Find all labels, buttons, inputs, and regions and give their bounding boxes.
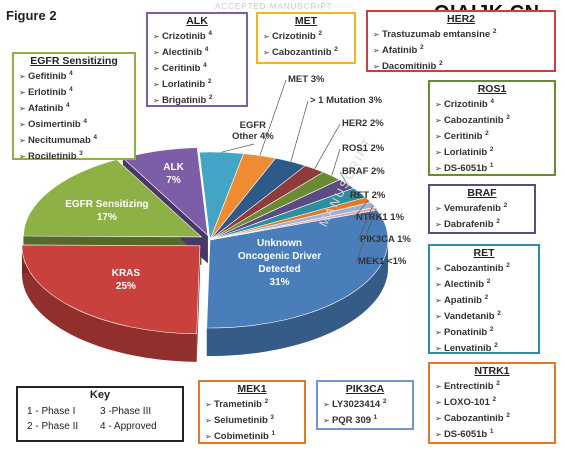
slice-label-ntrk1: NTRK1 1% bbox=[356, 212, 405, 223]
key-box: Key 1 - Phase I 3 -Phase III 2 - Phase I… bbox=[16, 386, 184, 442]
drug-item: Crizotinib 2 bbox=[263, 28, 349, 44]
pie-slice-egfr-sensitizing bbox=[23, 159, 203, 238]
slice-label-ret: RET 2% bbox=[350, 190, 386, 201]
drug-item: Alectinib 4 bbox=[153, 44, 241, 60]
drug-item: Gefitinib 4 bbox=[19, 68, 129, 84]
drug-item: Osimertinib 4 bbox=[19, 116, 129, 132]
slice-label-braf: BRAF 2% bbox=[342, 166, 385, 177]
leader-line bbox=[353, 199, 369, 219]
drug-item: Brigatinib 2 bbox=[153, 92, 241, 108]
pie-slice-mek1 bbox=[209, 207, 378, 241]
drug-item: Cabozantinib 2 bbox=[435, 260, 533, 276]
drug-box-alk: ALK Crizotinib 4Alectinib 4Ceritinib 4Lo… bbox=[146, 12, 248, 107]
drug-item: Lenvatinib 2 bbox=[435, 340, 533, 356]
drug-box-mek1: MEK1 Trametinib 2Selumetinib 3Cobimetini… bbox=[198, 380, 306, 444]
slice-label-mek1: MEK1 <1% bbox=[358, 256, 407, 267]
box-title: RET bbox=[473, 247, 495, 259]
drug-item: Crizotinib 4 bbox=[435, 96, 549, 112]
leader-line bbox=[339, 171, 348, 184]
drug-item: Cabozantinib 2 bbox=[435, 410, 549, 426]
box-title: BRAF bbox=[467, 187, 497, 199]
slice-label-her2: HER2 2% bbox=[342, 118, 384, 129]
drug-box-egfr-sensitizing: EGFR Sensitizing Gefitinib 4Erlotinib 4A… bbox=[12, 52, 136, 162]
slice-label-egfr-other: EGFR Other 4% bbox=[232, 120, 274, 142]
drug-item: Vemurafenib 2 bbox=[435, 200, 529, 216]
drug-box-met: MET Crizotinib 2Cabozantinib 2 bbox=[256, 12, 356, 64]
drug-item: Trametinib 2 bbox=[205, 396, 299, 412]
drug-item: Lorlatinib 2 bbox=[435, 144, 549, 160]
slice-label-ros1: ROS1 2% bbox=[342, 143, 385, 154]
slice-label-kras: KRAS 25% bbox=[111, 267, 141, 292]
pie-side-unknown-oncogenic-driver-detected bbox=[206, 240, 388, 356]
drug-box-ntrk1: NTRK1 Entrectinib 2LOXO-101 2Cabozantini… bbox=[428, 362, 556, 444]
slice-label-unknown-oncogenic-driver-detected: Unknown Oncogenic Driver Detected 31% bbox=[237, 238, 322, 288]
box-title: HER2 bbox=[446, 13, 475, 25]
pie-slice-unknown-oncogenic-driver-detected bbox=[206, 209, 389, 329]
drug-item: Trastuzumab emtansine 2 bbox=[373, 26, 549, 42]
leader-line bbox=[314, 123, 341, 169]
drug-item: Rociletinib 3 bbox=[19, 148, 129, 164]
leader-line bbox=[259, 79, 287, 156]
drug-box-pik3ca: PIK3CA LY3023414 2PQR 309 1 bbox=[316, 380, 414, 430]
slice-label-pik3ca: PIK3CA 1% bbox=[360, 234, 411, 245]
box-title: ROS1 bbox=[477, 83, 507, 95]
box-title: PIK3CA bbox=[345, 383, 385, 395]
box-title: EGFR Sensitizing bbox=[30, 55, 118, 67]
key-title: Key bbox=[89, 389, 111, 401]
leader-line bbox=[357, 204, 374, 241]
drug-item: Crizotinib 4 bbox=[153, 28, 241, 44]
slice-label-met: MET 3% bbox=[288, 74, 325, 85]
drug-box-ret: RET Cabozantinib 2Alectinib 2Apatinib 2V… bbox=[428, 244, 540, 354]
drug-box-ros1: ROS1 Crizotinib 4Cabozantinib 2Ceritinib… bbox=[428, 80, 556, 176]
slice-label-egfr-sensitizing: EGFR Sensitizing 17% bbox=[65, 198, 149, 223]
watermark-top: ACCEPTED MANUSCRIPT bbox=[215, 2, 333, 11]
key-entry: 3 -Phase III bbox=[100, 406, 152, 417]
key-entry: 4 - Approved bbox=[100, 421, 157, 432]
drug-item: Necitumumab 4 bbox=[19, 132, 129, 148]
drug-box-her2: HER2 Trastuzumab emtansine 2Afatinib 2Da… bbox=[366, 10, 556, 72]
box-title: NTRK1 bbox=[474, 365, 510, 377]
drug-item: Selumetinib 3 bbox=[205, 412, 299, 428]
drug-item: LY3023414 2 bbox=[323, 396, 407, 412]
drug-item: Cabozantinib 2 bbox=[263, 44, 349, 60]
drug-item: Cobimetinib 1 bbox=[205, 428, 299, 444]
key-entry: 2 - Phase II bbox=[27, 421, 79, 432]
drug-item: DS-6051b 1 bbox=[435, 426, 549, 442]
drug-item: Erlotinib 4 bbox=[19, 84, 129, 100]
drug-item: Ceritinib 4 bbox=[153, 60, 241, 76]
drug-item: PQR 309 1 bbox=[323, 412, 407, 428]
pie-slice-kras bbox=[21, 244, 201, 335]
drug-box-braf: BRAF Vemurafenib 2Dabrafenib 2 bbox=[428, 184, 536, 234]
pie-leader-lines bbox=[221, 79, 377, 263]
drug-item: DS-6051b 1 bbox=[435, 160, 549, 176]
leader-line bbox=[290, 100, 309, 162]
key-entry: 1 - Phase I bbox=[27, 406, 76, 417]
drug-item: Afatinib 2 bbox=[373, 42, 549, 58]
drug-item: Cabozantinib 2 bbox=[435, 112, 549, 128]
leader-line bbox=[355, 208, 377, 263]
box-title: ALK bbox=[186, 15, 208, 27]
leader-line bbox=[347, 192, 361, 197]
slice-label--1-mutation: > 1 Mutation 3% bbox=[310, 95, 383, 106]
figure-title: Figure 2 bbox=[6, 8, 57, 23]
drug-item: Lorlatinib 2 bbox=[153, 76, 241, 92]
leader-line bbox=[331, 148, 341, 176]
drug-item: Entrectinib 2 bbox=[435, 378, 549, 394]
pie-side-kras bbox=[21, 245, 197, 362]
drug-item: Dabrafenib 2 bbox=[435, 216, 529, 232]
drug-item: Ceritinib 2 bbox=[435, 128, 549, 144]
slice-label-alk: ALK 7% bbox=[163, 162, 184, 187]
drug-item: Ponatinib 2 bbox=[435, 324, 533, 340]
box-title: MEK1 bbox=[237, 383, 267, 395]
box-title: MET bbox=[294, 15, 318, 27]
drug-item: LOXO-101 2 bbox=[435, 394, 549, 410]
drug-item: Afatinib 4 bbox=[19, 100, 129, 116]
drug-item: Alectinib 2 bbox=[435, 276, 533, 292]
drug-item: Dacomitinib 2 bbox=[373, 58, 549, 74]
drug-item: Vandetanib 2 bbox=[435, 308, 533, 324]
drug-item: Apatinib 2 bbox=[435, 292, 533, 308]
pie-top bbox=[21, 147, 389, 335]
leader-line bbox=[221, 143, 255, 153]
